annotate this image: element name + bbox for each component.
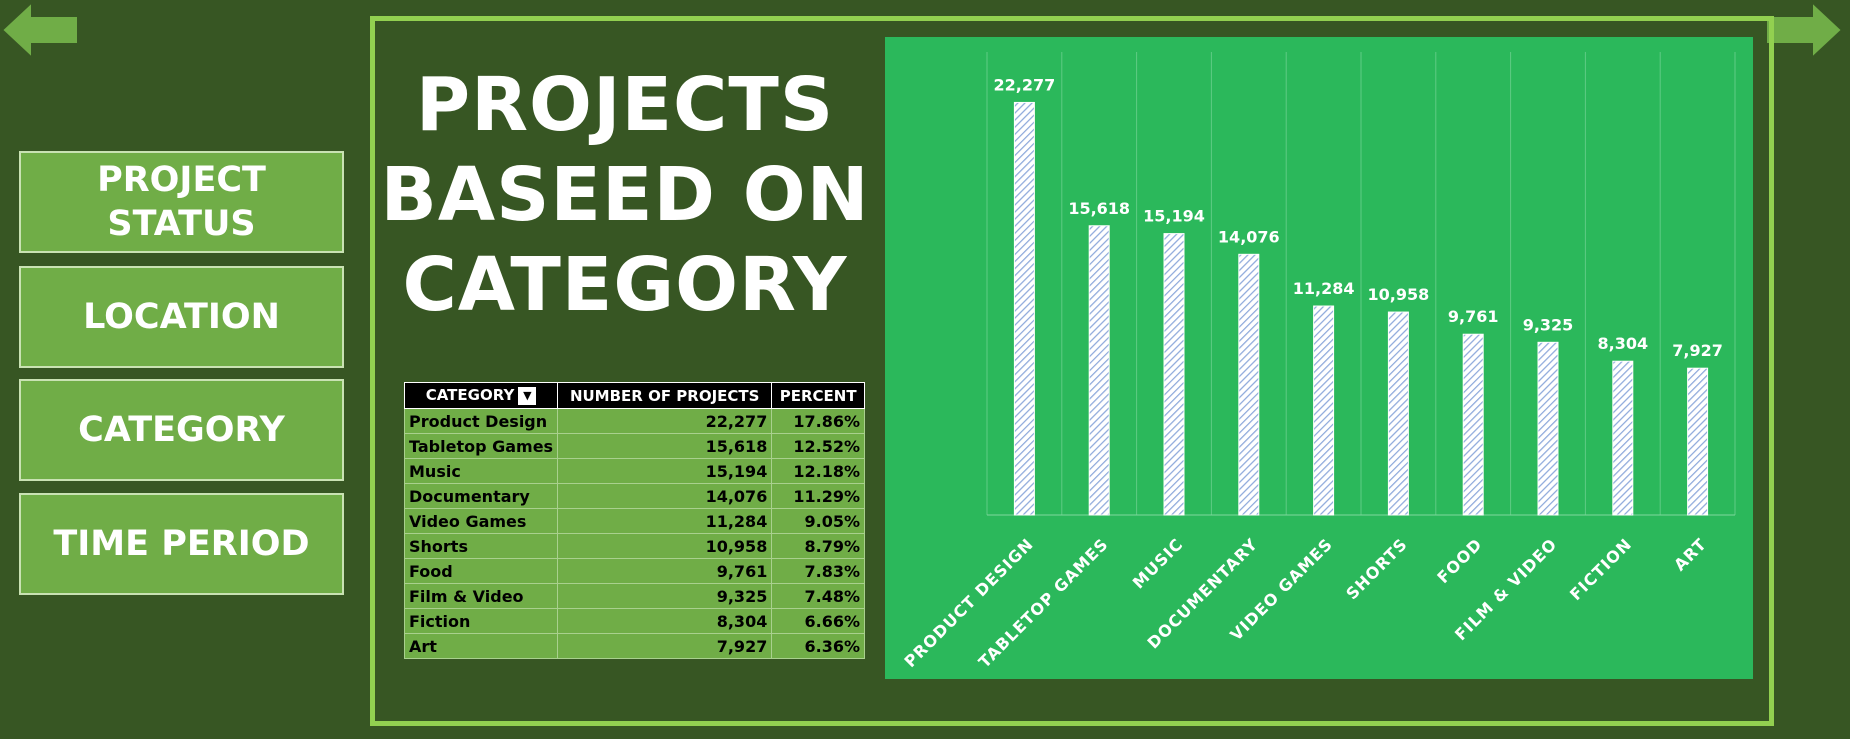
bar[interactable] xyxy=(1462,333,1484,516)
bar[interactable] xyxy=(1387,311,1409,516)
cell-category: Tabletop Games xyxy=(403,433,559,459)
cell-category: Art xyxy=(403,633,559,659)
table-row: Fiction 8,304 6.66% xyxy=(403,608,865,634)
location-label: LOCATION xyxy=(83,297,280,337)
table-row: Shorts 10,958 8.79% xyxy=(403,533,865,559)
header-number-of-projects: NUMBER OF PROJECTS xyxy=(557,382,773,409)
bar[interactable] xyxy=(1313,305,1335,516)
bar[interactable] xyxy=(1537,341,1559,516)
category-label: CATEGORY xyxy=(78,410,285,450)
cell-percent: 8.79% xyxy=(771,533,865,559)
category-tick-label: ART xyxy=(1670,534,1710,574)
cell-projects: 15,618 xyxy=(557,433,773,459)
cell-projects: 9,325 xyxy=(557,583,773,609)
table-row: Video Games 11,284 9.05% xyxy=(403,508,865,534)
bar[interactable] xyxy=(1238,253,1260,516)
data-label: 7,927 xyxy=(1672,341,1723,360)
header-category: CATEGORY ▼ xyxy=(403,382,559,409)
data-label: 10,958 xyxy=(1368,285,1430,304)
project-status-label-line1: PROJECT xyxy=(97,160,266,200)
header-percent: PERCENT xyxy=(771,382,865,409)
cell-projects: 10,958 xyxy=(557,533,773,559)
bar[interactable] xyxy=(1687,367,1709,516)
data-label: 15,194 xyxy=(1143,207,1205,226)
category-button[interactable]: CATEGORY xyxy=(19,379,344,481)
data-label: 8,304 xyxy=(1597,334,1648,353)
title-line-3: CATEGORY xyxy=(402,242,848,328)
data-label: 9,325 xyxy=(1523,315,1574,334)
category-tick-label: FOOD xyxy=(1433,534,1486,587)
data-label: 22,277 xyxy=(994,75,1056,94)
project-status-button[interactable]: PROJECT STATUS xyxy=(19,151,344,253)
cell-category: Shorts xyxy=(403,533,559,559)
cell-category: Fiction xyxy=(403,608,559,634)
data-label: 9,761 xyxy=(1448,307,1499,326)
time-period-label: TIME PERIOD xyxy=(53,524,310,564)
cell-percent: 6.36% xyxy=(771,633,865,659)
cell-percent: 7.83% xyxy=(771,558,865,584)
cell-percent: 6.66% xyxy=(771,608,865,634)
cell-projects: 15,194 xyxy=(557,458,773,484)
cell-percent: 11.29% xyxy=(771,483,865,509)
project-status-label-line2: STATUS xyxy=(107,204,256,244)
cell-projects: 14,076 xyxy=(557,483,773,509)
table-header-row: CATEGORY ▼ NUMBER OF PROJECTS PERCENT xyxy=(403,382,865,409)
cell-projects: 22,277 xyxy=(557,408,773,434)
category-tick-label: MUSIC xyxy=(1129,534,1187,592)
chart-panel: 22,277 PRODUCT DESIGN 15,618 TABLETOP GAMES… xyxy=(885,37,1753,679)
table-row: Film & Video 9,325 7.48% xyxy=(403,583,865,609)
time-period-button[interactable]: TIME PERIOD xyxy=(19,493,344,595)
location-button[interactable]: LOCATION xyxy=(19,266,344,368)
cell-category: Video Games xyxy=(403,508,559,534)
data-label: 11,284 xyxy=(1293,279,1355,298)
cell-projects: 7,927 xyxy=(557,633,773,659)
forward-arrow-icon[interactable] xyxy=(1764,0,1844,60)
table-row: Tabletop Games 15,618 12.52% xyxy=(403,433,865,459)
table-row: Music 15,194 12.18% xyxy=(403,458,865,484)
table-body: Product Design 22,277 17.86% Tabletop Games… xyxy=(403,408,865,659)
cell-percent: 7.48% xyxy=(771,583,865,609)
cell-projects: 11,284 xyxy=(557,508,773,534)
category-tick-label: PRODUCT DESIGN xyxy=(901,534,1038,671)
filter-icon[interactable]: ▼ xyxy=(518,386,537,405)
category-tick-label: TABLETOP GAMES xyxy=(975,534,1112,671)
table-row: Documentary 14,076 11.29% xyxy=(403,483,865,509)
cell-percent: 12.52% xyxy=(771,433,865,459)
title-line-2: BASEED ON xyxy=(380,152,870,238)
bar[interactable] xyxy=(1013,101,1035,516)
bar[interactable] xyxy=(1088,225,1110,516)
data-label: 14,076 xyxy=(1218,227,1280,246)
cell-percent: 12.18% xyxy=(771,458,865,484)
cell-category: Product Design xyxy=(403,408,559,434)
header-category-label: CATEGORY xyxy=(425,386,515,405)
cell-projects: 8,304 xyxy=(557,608,773,634)
cell-percent: 9.05% xyxy=(771,508,865,534)
page-title: PROJECTS BASEED ON CATEGORY xyxy=(380,60,870,330)
main-frame xyxy=(370,16,1774,726)
back-arrow-icon[interactable] xyxy=(0,0,80,60)
cell-percent: 17.86% xyxy=(771,408,865,434)
cell-category: Music xyxy=(403,458,559,484)
category-table: CATEGORY ▼ NUMBER OF PROJECTS PERCENT Pro… xyxy=(403,382,865,659)
data-label: 15,618 xyxy=(1068,199,1130,218)
category-tick-label: FICTION xyxy=(1566,534,1636,604)
table-row: Art 7,927 6.36% xyxy=(403,633,865,659)
bar-chart: 22,277 PRODUCT DESIGN 15,618 TABLETOP GAMES… xyxy=(901,52,1736,672)
cell-category: Documentary xyxy=(403,483,559,509)
title-line-1: PROJECTS xyxy=(415,62,835,148)
bar[interactable] xyxy=(1612,360,1634,516)
cell-projects: 9,761 xyxy=(557,558,773,584)
cell-category: Film & Video xyxy=(403,583,559,609)
table-row: Product Design 22,277 17.86% xyxy=(403,408,865,434)
cell-category: Food xyxy=(403,558,559,584)
category-tick-label: SHORTS xyxy=(1342,534,1411,603)
bar[interactable] xyxy=(1163,233,1185,516)
table-row: Food 9,761 7.83% xyxy=(403,558,865,584)
